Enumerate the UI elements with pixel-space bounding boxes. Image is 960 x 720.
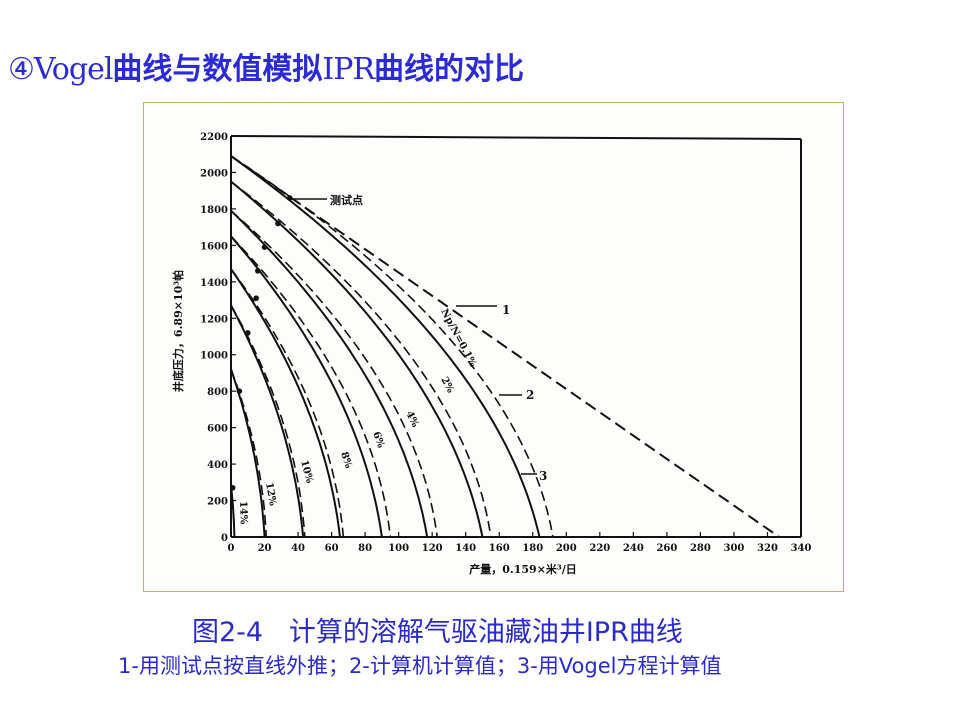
y-tick-label: 0 — [221, 533, 228, 544]
axes — [230, 135, 802, 538]
curve-label: 10% — [298, 459, 315, 485]
computed-curve — [230, 155, 541, 538]
x-tick-label: 0 — [228, 543, 235, 554]
test-point — [244, 330, 251, 336]
test-point — [229, 484, 236, 491]
x-tick-label: 340 — [791, 543, 812, 554]
curve-label: 6% — [370, 430, 386, 450]
x-tick-label: 300 — [724, 543, 745, 554]
test-point — [286, 195, 293, 201]
y-axis-label: 井底压力，6.89×10³帕 — [171, 270, 185, 392]
curve-label: 8% — [338, 451, 354, 471]
curve-label: 2% — [438, 375, 456, 395]
computed-curve — [230, 305, 305, 538]
straight-line-1 — [230, 155, 780, 538]
title-part2: 曲线的对比 — [374, 52, 525, 87]
y-tick-label: 600 — [207, 424, 228, 435]
x-tick-label: 180 — [522, 543, 543, 554]
annotation-line1: 1 — [502, 303, 510, 317]
computed-curve — [230, 235, 383, 538]
y-tick-label: 1600 — [200, 241, 228, 252]
curve-label: 4% — [403, 409, 420, 429]
computed-curve — [230, 180, 484, 538]
x-tick-label: 40 — [291, 543, 305, 554]
title-mid: IPR — [322, 52, 375, 87]
ipr-chart: 0 20 40 60 80 100 120 140 160 180 200 220 240 260 280 3… — [171, 132, 811, 576]
curve-label: Np/N=0.1% — [438, 307, 478, 369]
annotation-line2: 2 — [526, 388, 534, 402]
labels: Np/N=0.1% 2% 4% 6% 8% 10% 12% 14% — [237, 307, 478, 525]
x-tick-label: 120 — [422, 543, 443, 554]
computed-curve — [230, 368, 266, 538]
test-point — [253, 295, 259, 302]
y-tick-label: 2200 — [200, 132, 228, 143]
computed-curve — [230, 268, 341, 538]
computed-curve — [230, 209, 429, 538]
y-tick-label: 400 — [207, 460, 228, 471]
y-tick-label: 1800 — [200, 205, 228, 216]
curve-label: 12% — [263, 482, 278, 507]
x-tick-label: 260 — [656, 543, 677, 554]
vogel-curve — [230, 305, 306, 538]
x-tick-label: 280 — [690, 543, 711, 554]
y-tick-label: 1200 — [200, 314, 228, 325]
curve-label: 14% — [237, 501, 249, 525]
figure-caption-title: 图2-4 计算的溶解气驱油藏油井IPR曲线 — [192, 617, 683, 648]
figure-caption-note: 1-用测试点按直线外推；2-计算机计算值；3-用Vogel方程计算值 — [118, 654, 722, 678]
x-tick-label: 200 — [556, 543, 577, 554]
title-prefix: ④Vogel — [8, 52, 113, 87]
vogel-curve — [230, 180, 492, 538]
figure-frame: 0 20 40 60 80 100 120 140 160 180 200 220 240 260 280 3… — [143, 102, 844, 592]
vogel-curve — [230, 235, 392, 538]
vogel-curve — [230, 210, 438, 538]
x-tick-label: 240 — [623, 543, 644, 554]
x-tick-label: 80 — [358, 543, 372, 554]
annotation-line3: 3 — [539, 469, 547, 483]
computed-curve — [230, 485, 236, 538]
test-point — [261, 244, 268, 250]
title-part1: 曲线与数值模拟 — [112, 52, 323, 87]
y-tick-label: 2000 — [200, 168, 228, 179]
x-tick-label: 160 — [489, 543, 510, 554]
vogel-curve — [230, 268, 345, 538]
top-border — [230, 135, 802, 140]
y-tick-label: 1400 — [200, 278, 228, 289]
test-point — [236, 388, 243, 394]
x-axis-label: 产量，0.159×米³/日 — [469, 562, 577, 576]
annotation-test-point: 测试点 — [330, 193, 363, 207]
x-tick-label: 140 — [455, 543, 476, 554]
curves — [229, 155, 780, 538]
vogel-curve — [230, 155, 554, 538]
x-tick-label: 320 — [757, 543, 778, 554]
test-point — [275, 220, 281, 227]
y-tick-label: 1000 — [200, 351, 228, 362]
y-tick-label: 800 — [207, 387, 228, 398]
x-tick-label: 20 — [258, 543, 272, 554]
x-tick-label: 220 — [589, 543, 610, 554]
y-tick-label: 200 — [207, 497, 228, 508]
vogel-curve — [230, 369, 267, 538]
ticks: 0 20 40 60 80 100 120 140 160 180 200 220 240 260 280 3… — [200, 132, 811, 554]
x-tick-label: 100 — [388, 543, 409, 554]
test-point — [255, 268, 261, 274]
slide-title: ④Vogel曲线与数值模拟IPR曲线的对比 — [8, 44, 524, 88]
x-tick-label: 60 — [325, 543, 339, 554]
